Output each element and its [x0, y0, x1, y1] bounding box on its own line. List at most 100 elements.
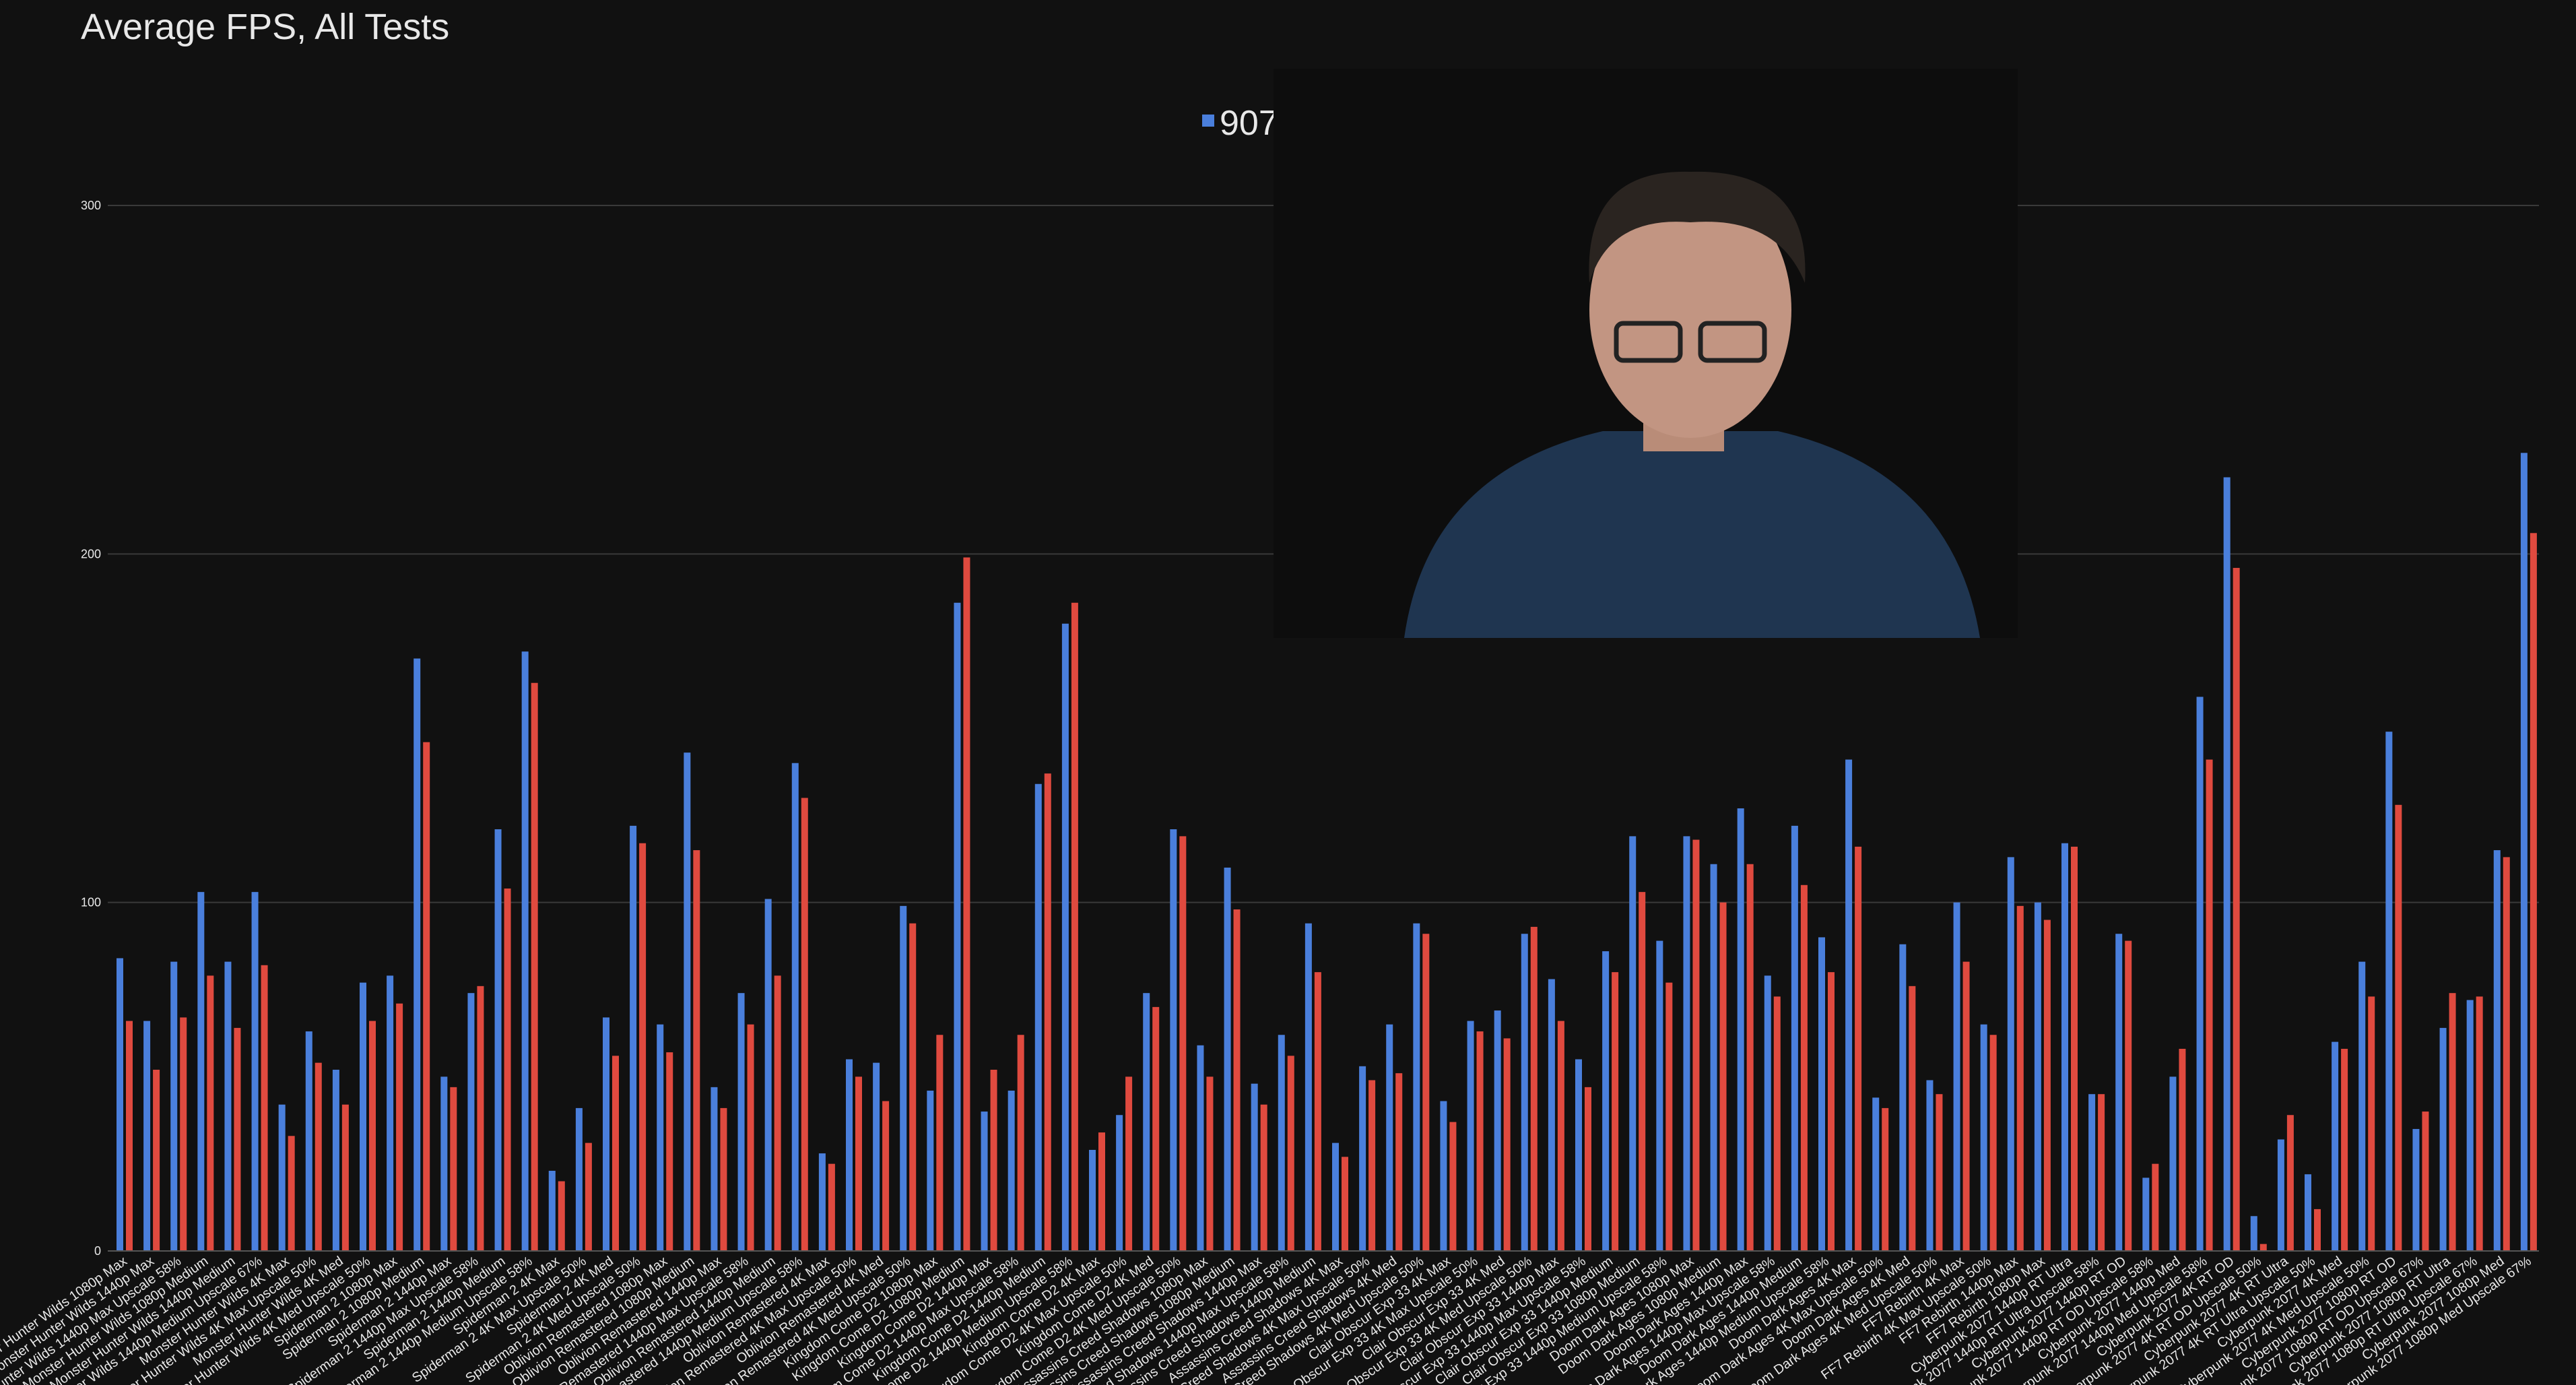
bar — [1855, 846, 1862, 1251]
bar — [1440, 1101, 1447, 1251]
bar — [2520, 453, 2528, 1251]
bar — [1098, 1132, 1105, 1251]
bar — [2169, 1076, 2177, 1251]
bar — [126, 1021, 133, 1251]
bar — [1170, 829, 1177, 1251]
bar — [936, 1035, 944, 1251]
bar — [450, 1087, 457, 1251]
bar — [711, 1087, 718, 1251]
bar — [1719, 902, 1727, 1251]
bar — [639, 843, 647, 1251]
face — [1589, 182, 1791, 438]
bar — [981, 1112, 988, 1251]
bar — [1251, 1083, 1258, 1251]
bar — [521, 651, 529, 1251]
shirt — [1404, 431, 1980, 638]
bar — [2034, 902, 2041, 1251]
bar — [1800, 884, 1808, 1251]
bar — [2061, 843, 2068, 1251]
bar — [2179, 1048, 2186, 1251]
bar — [387, 975, 394, 1251]
bar — [1602, 951, 1610, 1251]
bar — [1449, 1122, 1457, 1251]
bar — [341, 1104, 349, 1251]
bar — [2043, 920, 2051, 1251]
bar — [2368, 996, 2375, 1251]
bar — [2314, 1209, 2321, 1251]
bar — [396, 1003, 403, 1251]
bar — [2530, 533, 2537, 1251]
bar — [873, 1062, 880, 1251]
bar — [1233, 909, 1241, 1251]
bar — [2305, 1174, 2311, 1251]
bar — [990, 1069, 997, 1251]
bar — [531, 682, 538, 1251]
bar — [1828, 972, 1835, 1251]
bar — [494, 829, 502, 1251]
bar — [1872, 1097, 1880, 1251]
bar — [791, 763, 799, 1251]
bar — [1899, 944, 1907, 1251]
bar — [1980, 1024, 1987, 1251]
bar — [1953, 902, 1960, 1251]
bar — [207, 975, 214, 1251]
bar — [548, 1171, 556, 1251]
bar — [369, 1021, 376, 1251]
bar — [693, 850, 700, 1251]
bar — [630, 825, 637, 1251]
bar — [305, 1031, 312, 1251]
bar — [1629, 836, 1637, 1251]
bar — [153, 1069, 160, 1251]
bar — [1071, 602, 1078, 1251]
bar — [2286, 1115, 2294, 1251]
bar — [909, 923, 917, 1251]
bar — [2098, 1094, 2105, 1251]
bar — [1845, 759, 1853, 1251]
bar — [2385, 732, 2393, 1251]
bar — [2395, 804, 2402, 1251]
bar — [332, 1069, 339, 1251]
bar — [2088, 1094, 2096, 1251]
bar — [1089, 1149, 1096, 1251]
y-tick-label: 0 — [94, 1244, 101, 1258]
y-tick-label: 100 — [81, 896, 101, 909]
bar — [1422, 934, 1430, 1251]
glasses-left — [1614, 321, 1683, 363]
bar — [414, 658, 421, 1251]
legend-swatch — [1202, 115, 1214, 127]
bar — [2125, 940, 2132, 1251]
bar — [2341, 1048, 2348, 1251]
bar — [1503, 1038, 1511, 1251]
bar — [1179, 836, 1187, 1251]
y-tick-label: 300 — [81, 199, 101, 212]
bar — [360, 982, 366, 1251]
bar — [666, 1052, 673, 1251]
bar — [1359, 1066, 1366, 1251]
bar — [1818, 937, 1825, 1251]
bar — [1665, 982, 1673, 1251]
bar — [1909, 986, 1916, 1251]
bar — [1413, 923, 1420, 1251]
bar — [315, 1062, 322, 1251]
bar — [2449, 993, 2456, 1251]
y-tick-label: 200 — [81, 547, 101, 560]
bar — [684, 752, 691, 1251]
bar — [963, 557, 970, 1252]
bar — [2277, 1139, 2284, 1251]
bar — [927, 1091, 934, 1251]
bar — [288, 1136, 295, 1251]
bar — [1612, 972, 1619, 1251]
bar — [117, 958, 123, 1251]
bar — [954, 602, 961, 1251]
bar — [1008, 1091, 1015, 1251]
bar — [2422, 1112, 2429, 1251]
bar — [2196, 697, 2204, 1251]
bar — [2016, 905, 2024, 1251]
bar — [224, 961, 232, 1251]
bar — [423, 742, 430, 1251]
bar — [2223, 477, 2231, 1251]
bar — [1639, 892, 1646, 1251]
bar — [1548, 979, 1555, 1251]
bar — [575, 1107, 583, 1251]
bar — [170, 961, 178, 1251]
